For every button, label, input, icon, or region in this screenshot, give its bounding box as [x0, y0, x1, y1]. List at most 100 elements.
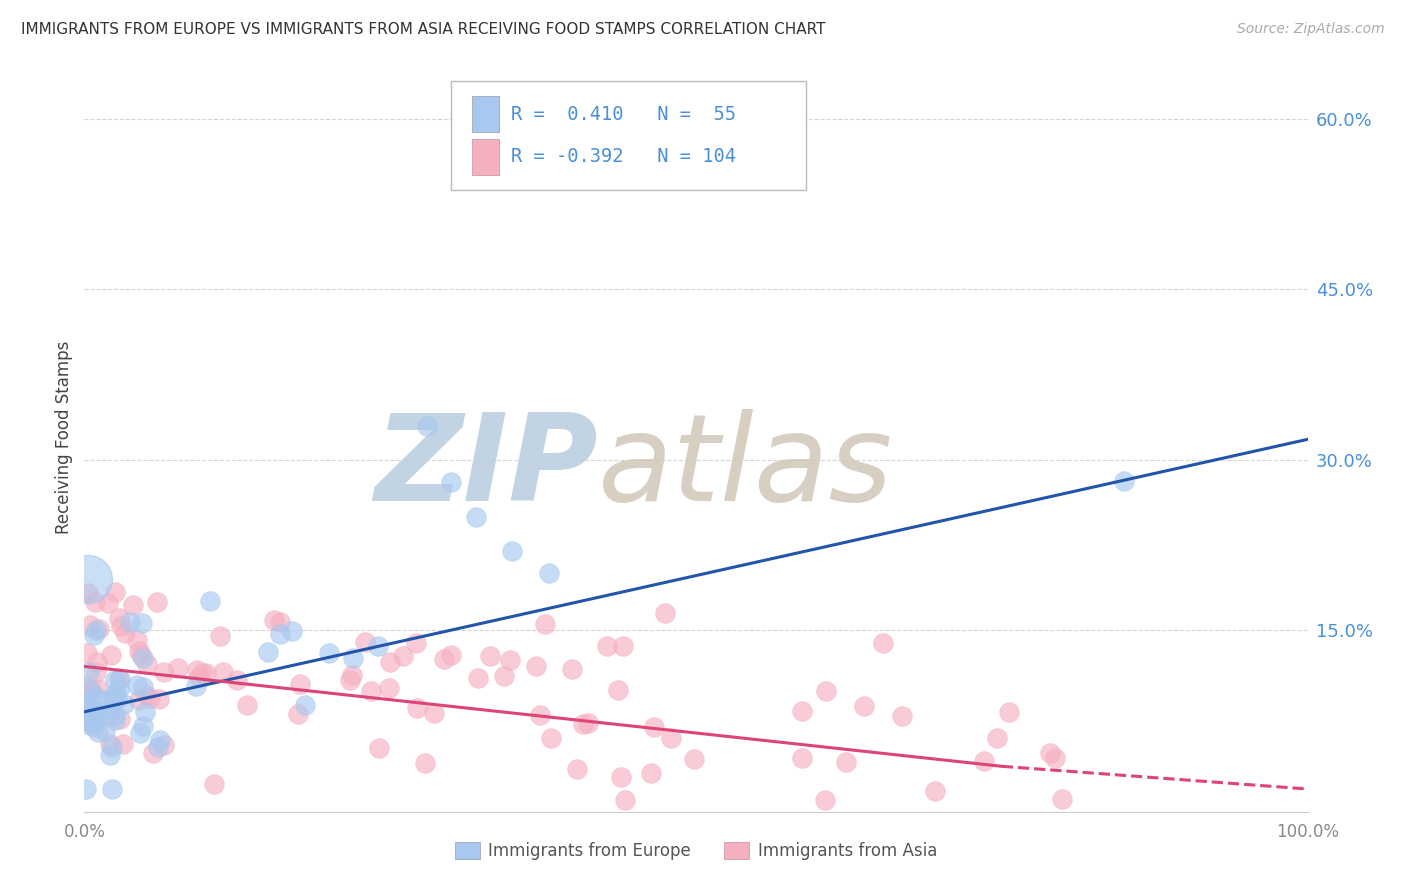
Point	[131, 718, 153, 732]
Point	[105, 686, 128, 700]
Point	[835, 755, 858, 769]
Point	[79, 714, 101, 729]
Point	[406, 701, 429, 715]
Point	[208, 629, 231, 643]
Point	[86, 623, 108, 637]
Point	[287, 706, 309, 721]
Point	[105, 692, 128, 706]
Point	[391, 648, 413, 663]
Point	[120, 615, 142, 629]
Point	[97, 596, 120, 610]
Point	[405, 636, 427, 650]
Point	[77, 717, 100, 731]
Point	[194, 666, 217, 681]
Point	[612, 639, 634, 653]
Point	[529, 707, 551, 722]
Point	[128, 693, 150, 707]
Point	[107, 682, 129, 697]
Point	[236, 698, 259, 713]
Point	[104, 673, 127, 687]
Point	[108, 673, 131, 687]
Point	[104, 707, 127, 722]
Point	[534, 616, 557, 631]
Point	[84, 711, 107, 725]
Point	[416, 418, 439, 433]
Point	[100, 782, 122, 797]
Point	[149, 733, 172, 747]
Point	[467, 672, 489, 686]
Point	[924, 783, 946, 797]
Point	[135, 688, 157, 702]
Point	[342, 651, 364, 665]
Point	[132, 681, 155, 695]
Point	[318, 646, 340, 660]
Point	[129, 648, 152, 662]
Point	[682, 751, 704, 765]
Point	[100, 740, 122, 755]
Point	[187, 670, 209, 684]
Point	[98, 748, 121, 763]
Point	[80, 716, 103, 731]
Point	[90, 693, 112, 707]
Point	[815, 683, 838, 698]
Point	[614, 793, 637, 807]
Point	[127, 678, 149, 692]
Point	[86, 725, 108, 739]
Point	[112, 737, 135, 751]
Point	[997, 705, 1019, 719]
Point	[98, 702, 121, 716]
Text: IMMIGRANTS FROM EUROPE VS IMMIGRANTS FROM ASIA RECEIVING FOOD STAMPS CORRELATION: IMMIGRANTS FROM EUROPE VS IMMIGRANTS FRO…	[21, 22, 825, 37]
Bar	[472, 96, 499, 132]
Point	[75, 701, 97, 715]
Point	[79, 706, 101, 721]
Point	[94, 723, 117, 738]
Point	[75, 690, 97, 704]
Point	[524, 659, 547, 673]
Point	[131, 616, 153, 631]
Point	[360, 683, 382, 698]
Point	[83, 715, 105, 730]
Point	[540, 731, 562, 746]
Point	[191, 665, 214, 680]
Text: Source: ZipAtlas.com: Source: ZipAtlas.com	[1237, 22, 1385, 37]
Point	[814, 793, 837, 807]
Point	[83, 720, 105, 734]
Point	[595, 639, 617, 653]
Point	[128, 643, 150, 657]
Point	[200, 594, 222, 608]
Point	[294, 698, 316, 712]
Point	[134, 705, 156, 719]
Point	[108, 611, 131, 625]
Point	[75, 782, 97, 797]
Point	[340, 667, 363, 681]
Point	[1039, 746, 1062, 760]
Point	[153, 665, 176, 680]
Point	[84, 665, 107, 679]
Point	[263, 613, 285, 627]
Point	[79, 683, 101, 698]
Point	[413, 756, 436, 770]
Point	[494, 669, 516, 683]
Point	[643, 720, 665, 734]
Point	[281, 624, 304, 639]
Point	[464, 509, 486, 524]
Point	[108, 673, 131, 687]
Point	[108, 712, 131, 726]
Point	[77, 572, 100, 586]
Point	[89, 622, 111, 636]
Point	[872, 636, 894, 650]
Point	[77, 694, 100, 708]
Point	[79, 617, 101, 632]
Point	[433, 652, 456, 666]
Point	[440, 475, 463, 490]
Point	[257, 645, 280, 659]
Point	[104, 585, 127, 599]
Point	[166, 661, 188, 675]
Point	[186, 663, 208, 677]
Point	[367, 640, 389, 654]
Point	[104, 714, 127, 728]
Point	[76, 646, 98, 660]
Point	[202, 777, 225, 791]
Point	[83, 628, 105, 642]
Point	[1114, 474, 1136, 488]
